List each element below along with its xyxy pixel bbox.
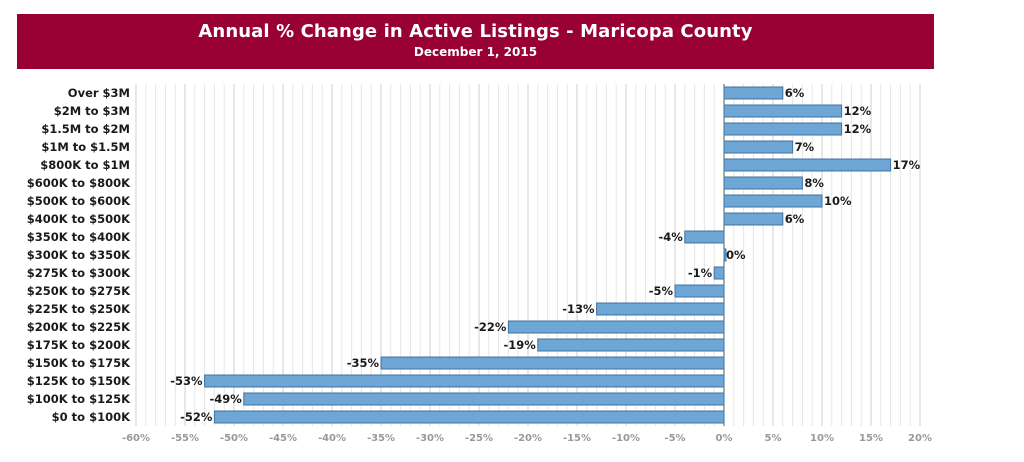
bar-6 (723, 194, 823, 208)
bar-4 (723, 158, 892, 172)
x-tick-label: -15% (563, 433, 591, 444)
data-label: 12% (844, 122, 872, 136)
bar-11 (674, 284, 725, 298)
category-label: $350K to $400K (27, 230, 131, 244)
category-label: $225K to $250K (27, 302, 131, 316)
data-label: -49% (209, 392, 242, 406)
x-tick-label: -50% (220, 433, 248, 444)
data-label: -1% (688, 266, 713, 280)
x-tick-label: -20% (514, 433, 542, 444)
bar-8 (684, 230, 725, 244)
bar-2 (723, 122, 843, 136)
category-label: $100K to $125K (27, 392, 131, 406)
bar-17 (243, 392, 725, 406)
data-label: 8% (804, 176, 824, 190)
bar-9 (723, 248, 727, 262)
chart-subtitle: December 1, 2015 (413, 45, 538, 59)
bar-0 (723, 86, 784, 100)
bar-10 (713, 266, 725, 280)
category-label: $400K to $500K (27, 212, 131, 226)
x-tick-label: 15% (859, 433, 883, 444)
data-label: -53% (170, 374, 203, 388)
data-label: -19% (503, 338, 536, 352)
category-label: $175K to $200K (27, 338, 131, 352)
x-tick-label: 20% (908, 433, 932, 444)
category-label: $500K to $600K (27, 194, 131, 208)
category-label: $0 to $100K (52, 410, 131, 424)
category-label: $800K to $1M (40, 158, 130, 172)
data-label: -4% (658, 230, 683, 244)
bar-12 (596, 302, 725, 316)
x-tick-label: 10% (810, 433, 834, 444)
data-label: 0% (726, 248, 746, 262)
bar-16 (204, 374, 725, 388)
category-label: $300K to $350K (27, 248, 131, 262)
x-tick-label: -5% (664, 433, 685, 444)
data-label: 7% (795, 140, 815, 154)
bar-7 (723, 212, 784, 226)
x-tick-label: -40% (318, 433, 346, 444)
x-tick-label: -55% (171, 433, 199, 444)
x-tick-label: -35% (367, 433, 395, 444)
chart-title: Annual % Change in Active Listings - Mar… (198, 21, 753, 42)
bar-14 (537, 338, 725, 352)
category-label: $275K to $300K (27, 266, 131, 280)
data-label: -13% (562, 302, 595, 316)
bar-15 (380, 356, 725, 370)
data-label: -5% (649, 284, 674, 298)
chart-header: Annual % Change in Active Listings - Mar… (17, 14, 934, 69)
x-tick-label: -25% (465, 433, 493, 444)
category-label: $150K to $175K (27, 356, 131, 370)
bar-3 (723, 140, 794, 154)
bar-5 (723, 176, 803, 190)
category-label: $600K to $800K (27, 176, 131, 190)
x-tick-label: -45% (269, 433, 297, 444)
category-label: $200K to $225K (27, 320, 131, 334)
category-label: $1M to $1.5M (41, 140, 130, 154)
data-label: -35% (347, 356, 380, 370)
x-tick-label: 5% (765, 433, 782, 444)
category-label: $1.5M to $2M (41, 122, 130, 136)
category-label: $250K to $275K (27, 284, 131, 298)
x-tick-label: -30% (416, 433, 444, 444)
data-label: -22% (474, 320, 507, 334)
category-label: $2M to $3M (54, 104, 130, 118)
data-label: 17% (893, 158, 921, 172)
data-label: 10% (824, 194, 852, 208)
x-tick-label: -60% (122, 433, 150, 444)
bar-13 (507, 320, 725, 334)
x-tick-label: -10% (612, 433, 640, 444)
x-tick-label: 0% (716, 433, 733, 444)
data-label: 12% (844, 104, 872, 118)
data-label: 6% (785, 212, 805, 226)
data-label: 6% (785, 86, 805, 100)
bars (204, 86, 892, 424)
bar-1 (723, 104, 843, 118)
category-label: $125K to $150K (27, 374, 131, 388)
category-label: Over $3M (68, 86, 130, 100)
data-label: -52% (180, 410, 213, 424)
bar-18 (213, 410, 725, 424)
